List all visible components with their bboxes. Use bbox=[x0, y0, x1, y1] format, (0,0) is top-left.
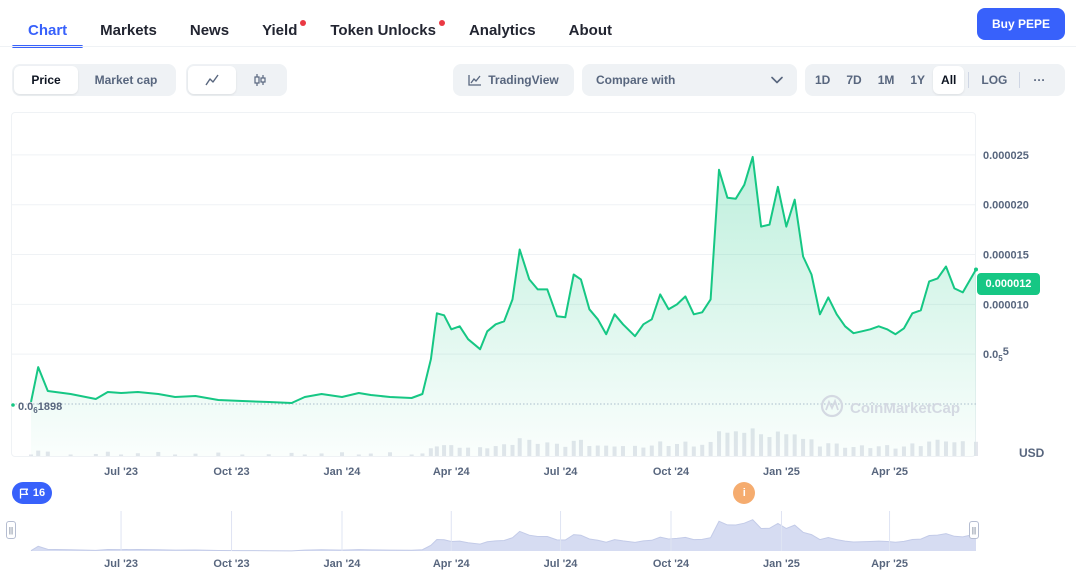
range-7d-button[interactable]: 7D bbox=[846, 73, 862, 87]
tab-label: Yield bbox=[262, 22, 298, 39]
start-price-suffix: 1898 bbox=[38, 401, 62, 413]
chart-style-toggle bbox=[186, 64, 287, 96]
range-1y-button[interactable]: 1Y bbox=[910, 73, 926, 87]
navigator-chart bbox=[30, 519, 977, 552]
range-1m-button[interactable]: 1M bbox=[877, 73, 895, 87]
current-price-point bbox=[974, 267, 978, 272]
x-tick-label: Oct '24 bbox=[653, 466, 690, 478]
tradingview-chart-icon bbox=[468, 75, 482, 86]
tab-analytics[interactable]: Analytics bbox=[453, 10, 552, 46]
current-price-badge: 0.000012 bbox=[977, 273, 1040, 296]
tab-token-unlocks[interactable]: Token Unlocks bbox=[314, 10, 452, 46]
notification-dot bbox=[438, 20, 445, 26]
navigator-area bbox=[31, 519, 976, 551]
navigator-x-tick-label: Jan '25 bbox=[763, 558, 800, 570]
start-price-text: 0.061898 bbox=[18, 401, 62, 415]
grid-lines bbox=[12, 154, 976, 405]
line-chart-button[interactable] bbox=[188, 66, 236, 94]
more-options-button[interactable]: ··· bbox=[1033, 73, 1046, 87]
tab-label: Markets bbox=[100, 22, 157, 39]
tab-label: Analytics bbox=[468, 22, 536, 39]
range-all-button[interactable]: All bbox=[933, 66, 965, 94]
top-nav: Chart Markets News Yield Token Unlocks Analyt… bbox=[12, 10, 629, 48]
line-chart-icon bbox=[205, 74, 219, 86]
x-tick-label: Apr '25 bbox=[871, 466, 908, 478]
navigator-x-tick-label: Apr '24 bbox=[433, 558, 471, 570]
start-price-prefix: 0.0 bbox=[18, 401, 33, 413]
compare-with-select[interactable]: Compare with bbox=[582, 64, 797, 96]
coinmarketcap-watermark: CoinMarketCap bbox=[820, 394, 960, 418]
navigator-left-handle[interactable]: || bbox=[6, 521, 16, 539]
x-axis: Jul '23 Oct '23 Jan '24 Apr '24 Jul '24 Oct '… bbox=[104, 466, 908, 478]
navigator-x-tick-label: Oct '24 bbox=[653, 558, 690, 570]
y-tick-label: 0.000010 bbox=[983, 299, 1029, 311]
navigator-x-tick-label: Jul '24 bbox=[544, 558, 579, 570]
price-line bbox=[30, 155, 977, 404]
compare-with-label: Compare with bbox=[596, 73, 676, 87]
navigator-x-tick-label: Apr '25 bbox=[871, 558, 908, 570]
metric-toggle: Price Market cap bbox=[12, 64, 176, 96]
navigator-line bbox=[30, 519, 977, 552]
notification-dot bbox=[300, 20, 307, 26]
tradingview-button[interactable]: TradingView bbox=[453, 64, 574, 96]
range-1d-button[interactable]: 1D bbox=[815, 73, 831, 87]
tab-news[interactable]: News bbox=[174, 10, 245, 46]
range-toggle: 1D 7D 1M 1Y All LOG ··· bbox=[805, 64, 1065, 96]
tab-yield[interactable]: Yield bbox=[246, 10, 313, 46]
x-tick-label: Jan '25 bbox=[763, 466, 800, 478]
tab-markets[interactable]: Markets bbox=[84, 10, 173, 46]
x-tick-label: Jul '24 bbox=[544, 466, 579, 478]
y-tick-label-small: 0.055 bbox=[983, 346, 1009, 363]
event-info-marker[interactable]: i bbox=[733, 482, 756, 504]
navigator-x-tick-label: Oct '23 bbox=[213, 558, 249, 570]
x-tick-label: Apr '24 bbox=[433, 466, 471, 478]
y-tick-label: 0.000015 bbox=[983, 250, 1029, 262]
navigator-x-axis: Jul '23 Oct '23 Jan '24 Apr '24 Jul '24 Oct '… bbox=[104, 511, 908, 570]
tab-about[interactable]: About bbox=[553, 10, 628, 46]
y-tick-label: 0.000020 bbox=[983, 200, 1029, 212]
tab-label: Chart bbox=[28, 22, 68, 39]
candlestick-button[interactable] bbox=[236, 66, 284, 94]
y-axis: 0.000025 0.000020 0.000015 0.000010 0.055 bbox=[983, 150, 1029, 363]
currency-label: USD bbox=[1019, 446, 1045, 460]
chevron-down-icon bbox=[771, 76, 783, 84]
flag-count: 16 bbox=[32, 487, 46, 499]
tab-label: News bbox=[189, 22, 230, 39]
flag-icon bbox=[19, 488, 29, 498]
market-cap-button[interactable]: Market cap bbox=[94, 73, 158, 87]
buy-button[interactable]: Buy PEPE bbox=[977, 8, 1065, 40]
start-price-sub: 6 bbox=[33, 406, 38, 415]
tradingview-label: TradingView bbox=[488, 73, 559, 87]
watermark-text: CoinMarketCap bbox=[850, 400, 960, 417]
navigator-right-handle[interactable]: || bbox=[969, 521, 979, 539]
range-separator bbox=[1019, 72, 1021, 88]
tab-label: Token Unlocks bbox=[330, 22, 436, 39]
nav-divider bbox=[0, 46, 1076, 47]
tab-label: About bbox=[568, 22, 612, 39]
navigator-x-tick-label: Jul '23 bbox=[104, 558, 138, 570]
price-area bbox=[31, 156, 976, 456]
price-button[interactable]: Price bbox=[14, 66, 78, 94]
x-tick-label: Jul '23 bbox=[104, 466, 138, 478]
navigator-x-tick-label: Jan '24 bbox=[324, 558, 362, 570]
candlestick-icon bbox=[254, 74, 266, 86]
events-flag-badge[interactable]: 16 bbox=[12, 482, 52, 504]
y-tick-label: 0.000025 bbox=[983, 150, 1029, 162]
x-tick-label: Oct '23 bbox=[213, 466, 249, 478]
log-scale-button[interactable]: LOG bbox=[981, 73, 1008, 87]
start-price-label: 0.061898 bbox=[11, 401, 62, 415]
x-tick-label: Jan '24 bbox=[324, 466, 362, 478]
range-separator bbox=[968, 72, 970, 88]
